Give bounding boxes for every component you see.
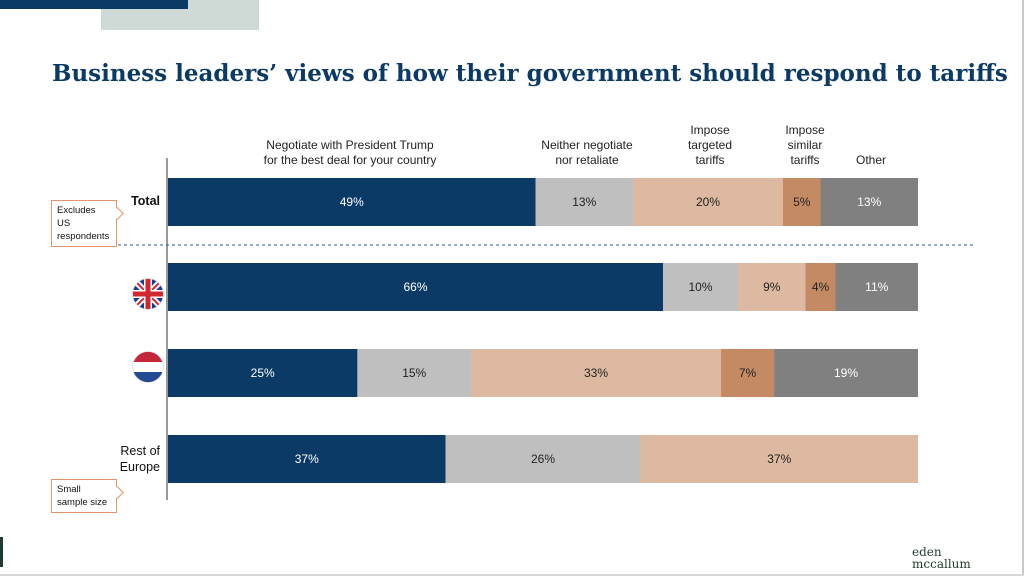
- callout-excludes-us: Excludes US respondents: [51, 200, 117, 247]
- company-logo: eden mccallum: [912, 546, 982, 570]
- bar-total-other: [820, 178, 918, 226]
- bar-total-neither: [535, 178, 633, 226]
- label-netherlands-similar: 7%: [739, 366, 757, 380]
- label-uk-negotiate: 66%: [403, 280, 427, 294]
- bar-netherlands-neither: [357, 349, 472, 397]
- bar-uk-neither: [663, 263, 738, 311]
- bar-rest-of-europe-neither: [445, 435, 641, 483]
- bar-uk-other: [835, 263, 918, 311]
- legend-other: Other: [855, 153, 886, 167]
- label-uk-neither: 10%: [688, 280, 712, 294]
- row-label-rest-of-europe: Rest of Europe: [119, 444, 160, 474]
- row-label-total: Total: [131, 194, 160, 208]
- bar-rest-of-europe-negotiate: [168, 435, 446, 483]
- legend-negotiate: Negotiate with President Trump for the b…: [263, 138, 437, 167]
- label-netherlands-neither: 15%: [402, 366, 426, 380]
- label-netherlands-negotiate: 25%: [251, 366, 275, 380]
- footer-accent-mark: [0, 537, 3, 567]
- label-rest-of-europe-targeted: 37%: [767, 452, 791, 466]
- page-title: Business leaders’ views of how their gov…: [52, 60, 1008, 87]
- label-uk-similar: 4%: [812, 280, 830, 294]
- logo-line-2: mccallum: [912, 557, 971, 571]
- uk-flag-icon: [132, 278, 164, 310]
- bar-netherlands-other: [774, 349, 918, 397]
- legend-similar: Impose similar tariffs: [785, 123, 825, 167]
- label-total-other: 13%: [857, 195, 881, 209]
- label-uk-targeted: 9%: [763, 280, 781, 294]
- header-accent-dark: [0, 0, 188, 9]
- label-total-neither: 13%: [572, 195, 596, 209]
- label-rest-of-europe-negotiate: 37%: [295, 452, 319, 466]
- logo-line-1: eden: [912, 545, 942, 559]
- bar-total-negotiate: [168, 178, 536, 226]
- label-total-similar: 5%: [793, 195, 811, 209]
- label-uk-other: 11%: [865, 280, 888, 294]
- bar-uk-negotiate: [168, 263, 663, 311]
- bar-rest-of-europe-targeted: [640, 435, 918, 483]
- bar-netherlands-negotiate: [168, 349, 358, 397]
- bar-uk-similar: [805, 263, 836, 311]
- bar-total-similar: [783, 178, 821, 226]
- bar-total-targeted: [633, 178, 783, 226]
- legend-targeted: Impose targeted tariffs: [687, 123, 733, 167]
- bar-netherlands-targeted: [471, 349, 722, 397]
- frame-right-border: [1022, 0, 1024, 576]
- frame-bottom-border: [0, 574, 1024, 576]
- label-netherlands-other: 19%: [834, 366, 858, 380]
- label-total-targeted: 20%: [696, 195, 720, 209]
- label-total-negotiate: 49%: [340, 195, 364, 209]
- bar-netherlands-similar: [721, 349, 775, 397]
- legend-neither: Neither negotiate nor retaliate: [541, 138, 633, 167]
- label-netherlands-targeted: 33%: [584, 366, 608, 380]
- callout-small-sample: Small sample size: [51, 479, 117, 513]
- label-rest-of-europe-neither: 26%: [531, 452, 555, 466]
- netherlands-flag-icon: [132, 351, 164, 383]
- bar-uk-targeted: [738, 263, 806, 311]
